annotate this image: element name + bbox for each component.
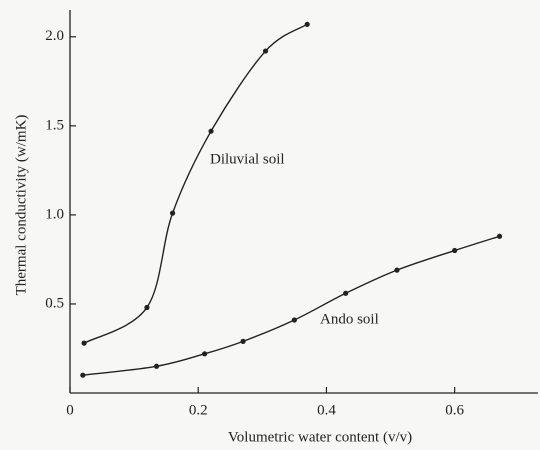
series-label: Diluvial soil bbox=[210, 151, 285, 167]
data-point bbox=[291, 317, 297, 323]
data-point bbox=[496, 233, 503, 239]
series-label: Ando soil bbox=[320, 311, 379, 327]
data-point bbox=[81, 340, 87, 346]
data-point bbox=[304, 21, 310, 27]
data-point bbox=[208, 128, 214, 134]
data-point bbox=[394, 267, 400, 273]
x-tick-label: 0 bbox=[66, 402, 74, 418]
y-tick-label: 1.0 bbox=[45, 206, 64, 222]
data-point bbox=[153, 363, 160, 369]
y-tick-label: 0.5 bbox=[45, 295, 64, 311]
x-axis-label: Volumetric water content (v/v) bbox=[228, 429, 412, 445]
data-point bbox=[343, 290, 349, 296]
y-axis-label: Thermal conductivity (w/mK) bbox=[13, 115, 29, 296]
data-point bbox=[144, 304, 150, 311]
data-point bbox=[80, 372, 86, 378]
y-tick-label: 1.5 bbox=[45, 117, 64, 133]
data-point bbox=[240, 338, 246, 344]
data-point bbox=[452, 247, 458, 254]
data-point bbox=[262, 48, 269, 54]
x-tick-label: 0.6 bbox=[445, 402, 464, 418]
data-point bbox=[202, 351, 208, 357]
x-tick-label: 0.4 bbox=[317, 402, 336, 418]
data-point bbox=[169, 210, 176, 216]
series-line bbox=[83, 23, 308, 344]
x-tick-label: 0.2 bbox=[189, 402, 208, 418]
y-tick-label: 2.0 bbox=[45, 28, 64, 44]
